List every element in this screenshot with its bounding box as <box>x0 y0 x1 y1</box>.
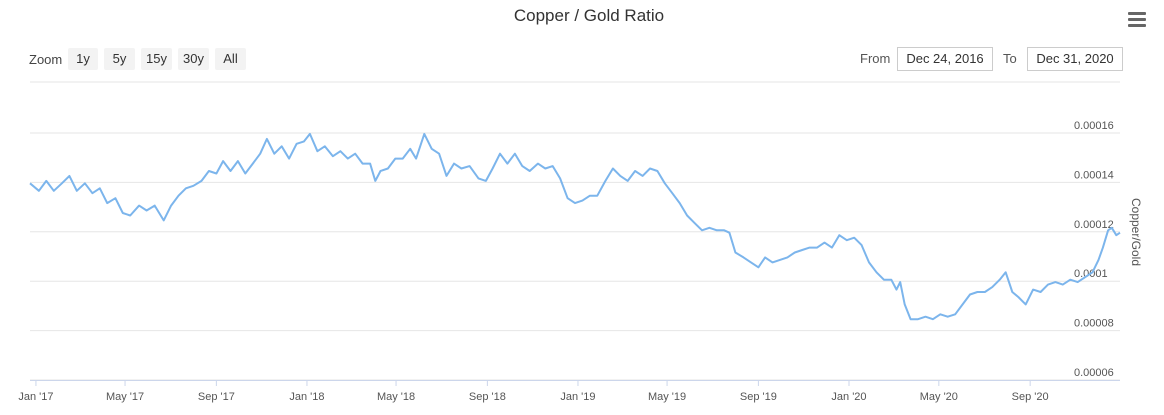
zoom-button-1y[interactable]: 1y <box>68 48 98 70</box>
y-tick-label: 0.00016 <box>1074 120 1114 132</box>
x-tick-label: May '18 <box>377 391 415 403</box>
x-tick-label: Sep '17 <box>198 391 235 403</box>
x-tick-label: Jan '20 <box>831 391 866 403</box>
to-date-input[interactable]: Dec 31, 2020 <box>1027 47 1123 71</box>
y-tick-label: 0.00014 <box>1074 169 1114 181</box>
series-line-copper-gold <box>29 132 1121 321</box>
from-date-input[interactable]: Dec 24, 2016 <box>897 47 993 71</box>
x-tick-label: Sep '20 <box>1012 391 1049 403</box>
x-tick-label: Jan '18 <box>289 391 324 403</box>
y-axis-title: Copper/Gold <box>1129 198 1143 266</box>
y-tick-label: 0.00006 <box>1074 367 1114 379</box>
zoom-label: Zoom <box>29 52 63 67</box>
y-tick-label: 0.00012 <box>1074 219 1114 231</box>
zoom-button-30y[interactable]: 30y <box>178 48 209 70</box>
from-label: From <box>860 51 891 66</box>
chart-title: Copper / Gold Ratio <box>513 6 665 25</box>
to-label: To <box>1003 51 1017 66</box>
x-tick-label: May '20 <box>920 391 958 403</box>
x-tick-label: Jan '19 <box>560 391 595 403</box>
zoom-button-15y[interactable]: 15y <box>141 48 172 70</box>
x-tick-label: Sep '19 <box>740 391 777 403</box>
x-tick-label: May '17 <box>106 391 144 403</box>
hamburger-menu-icon[interactable] <box>1128 12 1146 28</box>
x-tick-label: May '19 <box>648 391 686 403</box>
zoom-button-all[interactable]: All <box>215 48 246 70</box>
y-tick-label: 0.00008 <box>1074 318 1114 330</box>
zoom-button-5y[interactable]: 5y <box>104 48 135 70</box>
x-tick-label: Sep '18 <box>469 391 506 403</box>
x-tick-label: Jan '17 <box>18 391 53 403</box>
